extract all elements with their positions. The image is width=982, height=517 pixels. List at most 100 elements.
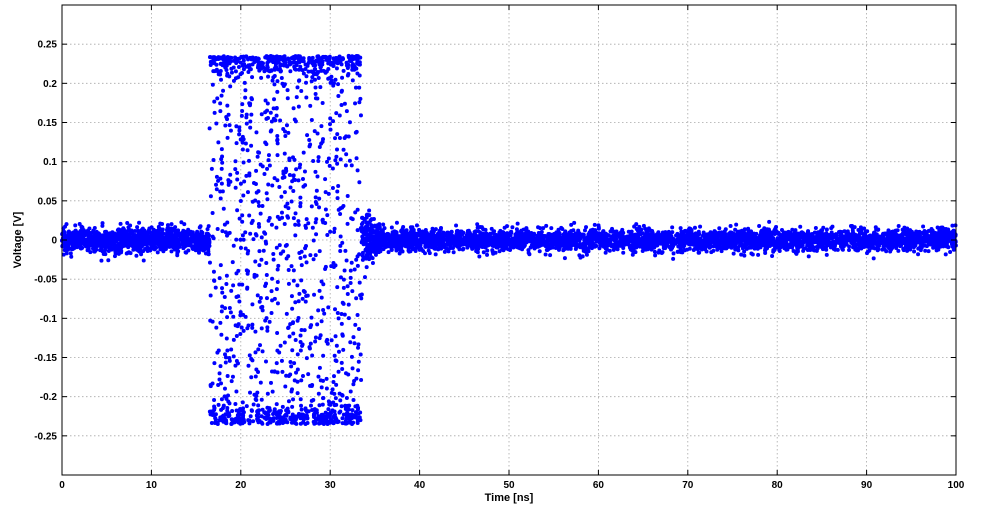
grid (62, 5, 956, 475)
data-point (377, 239, 382, 244)
data-point (348, 57, 353, 62)
data-point (259, 397, 264, 402)
data-point (260, 204, 265, 208)
data-point (253, 232, 258, 237)
data-point (196, 232, 201, 237)
data-point (334, 66, 339, 71)
data-point (298, 67, 303, 72)
data-point (346, 412, 351, 417)
data-point (216, 72, 221, 77)
data-point (172, 247, 177, 252)
data-point (244, 112, 249, 117)
data-point (354, 56, 359, 61)
data-point (824, 252, 829, 257)
data-point (335, 310, 340, 315)
data-point (216, 178, 221, 183)
data-point (320, 62, 325, 67)
data-point (143, 235, 148, 240)
data-point (222, 294, 227, 299)
data-point (353, 130, 358, 135)
data-point (314, 217, 319, 222)
data-point (160, 227, 165, 232)
data-point (316, 308, 321, 313)
data-point (284, 123, 289, 128)
data-point (230, 260, 235, 265)
data-point (299, 263, 304, 268)
data-point (278, 62, 283, 67)
data-point (327, 54, 332, 59)
data-point (206, 242, 211, 247)
data-point (340, 75, 345, 80)
data-point (319, 68, 324, 73)
data-point (254, 168, 259, 173)
data-point (352, 64, 357, 69)
data-point (253, 350, 258, 355)
data-point (107, 245, 112, 250)
data-point (285, 406, 290, 411)
data-point (329, 338, 334, 343)
data-point (355, 254, 360, 259)
data-point (210, 234, 215, 239)
data-point (293, 119, 298, 124)
data-point (239, 113, 244, 118)
data-point (322, 311, 327, 316)
data-point (671, 251, 676, 256)
data-point (275, 330, 280, 335)
data-point (299, 403, 304, 408)
data-point (284, 243, 289, 247)
data-point (243, 95, 248, 100)
data-point (259, 235, 264, 240)
data-point (343, 248, 348, 253)
data-point (227, 358, 232, 363)
data-point (289, 199, 294, 204)
data-point (282, 151, 287, 156)
data-point (306, 409, 311, 414)
data-point (271, 106, 276, 111)
data-point (78, 244, 83, 249)
data-point (256, 370, 261, 375)
data-point (280, 404, 285, 409)
data-point (670, 225, 675, 230)
data-point (288, 359, 293, 364)
data-point (327, 163, 332, 168)
data-point (169, 249, 174, 254)
data-point (295, 85, 300, 90)
data-point (341, 277, 346, 282)
data-point (137, 220, 142, 225)
data-point (264, 272, 269, 277)
data-point (330, 387, 335, 392)
data-point (361, 228, 366, 233)
data-point (283, 412, 288, 417)
data-point (240, 400, 245, 405)
data-point (233, 167, 238, 172)
data-point (117, 246, 122, 251)
data-point (236, 75, 241, 80)
data-point (238, 60, 243, 65)
data-point (341, 147, 346, 152)
data-point (274, 105, 279, 110)
data-point (124, 229, 129, 234)
data-point (169, 227, 174, 232)
data-point (256, 56, 261, 61)
data-point (325, 232, 330, 237)
data-point (287, 173, 292, 178)
data-point (267, 406, 272, 411)
data-point (324, 376, 329, 381)
data-point (120, 239, 125, 244)
data-point (300, 177, 305, 182)
data-point (247, 213, 252, 218)
data-point (210, 82, 215, 87)
data-point (274, 225, 279, 230)
data-point (357, 280, 362, 285)
data-point (290, 348, 295, 353)
data-point (259, 61, 264, 66)
data-point (250, 62, 255, 67)
data-point (344, 421, 349, 426)
data-point (330, 186, 335, 191)
data-point (325, 159, 329, 164)
data-point (249, 112, 254, 117)
data-point (331, 119, 336, 124)
data-point (204, 231, 209, 236)
data-point (342, 268, 347, 273)
data-point (317, 196, 322, 201)
